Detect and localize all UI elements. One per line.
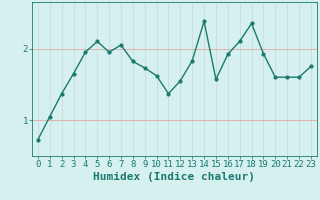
X-axis label: Humidex (Indice chaleur): Humidex (Indice chaleur) — [93, 172, 255, 182]
